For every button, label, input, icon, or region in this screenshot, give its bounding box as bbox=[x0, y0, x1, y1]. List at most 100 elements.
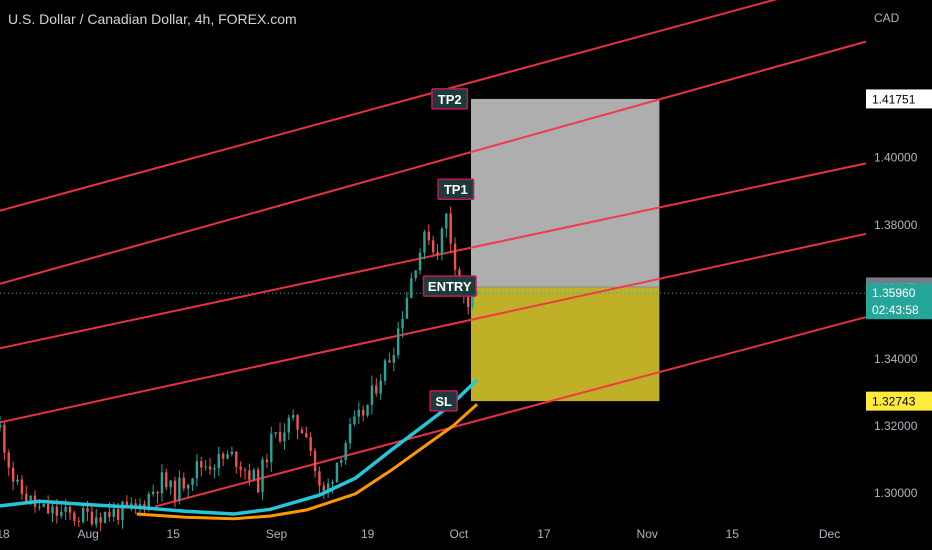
candle-body bbox=[418, 252, 422, 271]
candle-body bbox=[112, 508, 115, 517]
candle-body bbox=[274, 432, 277, 434]
candle-body bbox=[388, 360, 391, 363]
candle-body bbox=[86, 508, 89, 512]
candle-body bbox=[466, 293, 470, 307]
x-tick-label: 18 bbox=[0, 527, 10, 541]
candle-body bbox=[200, 461, 203, 468]
candle-body bbox=[366, 404, 369, 416]
candle-body bbox=[414, 270, 417, 279]
candle-body bbox=[7, 452, 10, 468]
candle-body bbox=[173, 480, 177, 501]
candle-body bbox=[410, 278, 413, 299]
candle-body bbox=[134, 503, 137, 507]
candle-body bbox=[383, 360, 387, 381]
candle-body bbox=[405, 298, 409, 319]
candle-body bbox=[331, 482, 334, 484]
candle-body bbox=[38, 506, 41, 508]
current-price-tag bbox=[866, 283, 932, 320]
candle-body bbox=[445, 213, 448, 229]
candle-body bbox=[283, 432, 286, 442]
channel-line-2[interactable] bbox=[0, 40, 867, 285]
candle-body bbox=[401, 318, 404, 329]
candle-body bbox=[213, 468, 216, 470]
candle-body bbox=[436, 252, 439, 255]
candle-body bbox=[300, 429, 304, 434]
candle-body bbox=[305, 433, 308, 438]
candle-body bbox=[147, 494, 150, 509]
candle-body bbox=[278, 432, 282, 442]
candle-body bbox=[396, 328, 400, 356]
x-tick-label: 15 bbox=[726, 527, 740, 541]
candle-body bbox=[370, 385, 374, 405]
candle-body bbox=[239, 466, 242, 470]
candle-body bbox=[64, 506, 67, 512]
x-tick-label: 19 bbox=[361, 527, 375, 541]
candle-body bbox=[230, 451, 234, 455]
annotation-label: TP1 bbox=[444, 182, 468, 197]
candle-body bbox=[296, 415, 299, 430]
candle-body bbox=[95, 517, 98, 525]
annotation-sl[interactable]: SL bbox=[429, 390, 458, 412]
candle-body bbox=[90, 511, 94, 525]
candle-body bbox=[103, 511, 107, 523]
candle-body bbox=[256, 469, 260, 493]
candle-body bbox=[11, 467, 15, 482]
annotation-entry[interactable]: ENTRY bbox=[422, 275, 477, 297]
candle-body bbox=[287, 417, 290, 433]
candle-body bbox=[471, 295, 474, 307]
candle-body bbox=[348, 423, 352, 444]
candle-body bbox=[322, 485, 325, 491]
chart-title: U.S. Dollar / Canadian Dollar, 4h, FOREX… bbox=[8, 11, 297, 27]
candle-body bbox=[81, 508, 85, 522]
candle-body bbox=[77, 520, 80, 522]
candle-body bbox=[42, 503, 45, 507]
target-zone[interactable] bbox=[470, 98, 660, 287]
stop-zone[interactable] bbox=[470, 286, 660, 402]
candle-body bbox=[182, 477, 185, 489]
candle-body bbox=[3, 424, 6, 453]
current-price-countdown: 02:43:58 bbox=[872, 303, 919, 317]
channel-line-5[interactable] bbox=[154, 316, 867, 508]
annotation-tp2[interactable]: TP2 bbox=[431, 88, 469, 110]
candle-body bbox=[248, 470, 251, 480]
candle-body bbox=[169, 480, 172, 488]
y-tick-label: 1.32000 bbox=[874, 419, 918, 433]
candle-body bbox=[73, 512, 76, 521]
candle-body bbox=[375, 385, 378, 394]
candle-body bbox=[60, 511, 63, 516]
candle-body bbox=[25, 493, 28, 503]
candle-body bbox=[313, 450, 317, 472]
candle-body bbox=[340, 459, 343, 463]
candle-body bbox=[217, 453, 220, 469]
candle-body bbox=[204, 466, 207, 468]
channel-line-3[interactable] bbox=[0, 162, 867, 350]
candle-body bbox=[335, 462, 339, 483]
candle-body bbox=[449, 213, 452, 244]
annotation-tp1[interactable]: TP1 bbox=[437, 178, 475, 200]
candle-body bbox=[125, 501, 129, 506]
sl-price-tag bbox=[866, 391, 932, 411]
slow-moving-average[interactable] bbox=[136, 403, 479, 521]
annotation-box bbox=[431, 88, 469, 110]
sl-price-value: 1.32743 bbox=[872, 395, 916, 409]
channel-line-4[interactable] bbox=[0, 232, 867, 424]
candle-body bbox=[265, 459, 269, 463]
candle-body bbox=[379, 380, 382, 394]
annotation-label: SL bbox=[435, 394, 452, 409]
candle-body bbox=[16, 479, 19, 482]
annotation-box bbox=[437, 178, 475, 200]
candle-body bbox=[156, 491, 159, 494]
fast-moving-average[interactable] bbox=[0, 378, 479, 516]
currency-label: CAD bbox=[874, 11, 900, 25]
candle-body bbox=[138, 504, 142, 507]
candle-body bbox=[309, 437, 312, 451]
candle-body bbox=[51, 506, 54, 514]
candle-body bbox=[261, 459, 264, 493]
candle-body bbox=[0, 424, 2, 428]
candle-body bbox=[226, 454, 229, 459]
candle-body bbox=[68, 506, 72, 513]
candle-body bbox=[191, 478, 194, 485]
candle-body bbox=[186, 484, 190, 489]
